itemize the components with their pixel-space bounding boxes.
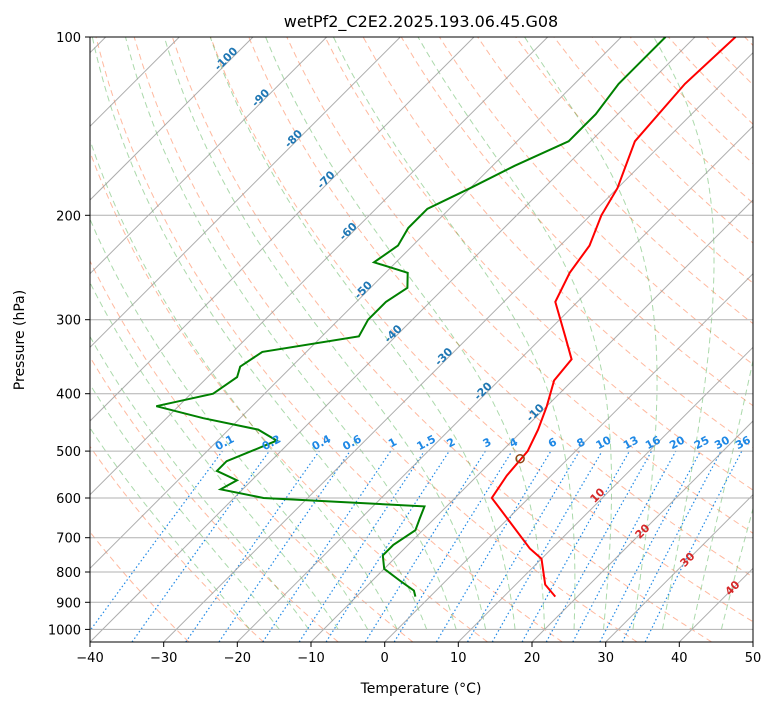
y-tick-label: 1000	[48, 623, 81, 638]
x-axis-label: Temperature (°C)	[360, 681, 482, 697]
x-tick-label: 40	[671, 651, 688, 666]
chart-title: wetPf2_C2E2.2025.193.06.45.G08	[284, 12, 558, 32]
x-tick-label: 10	[450, 651, 467, 666]
y-tick-label: 400	[56, 388, 81, 403]
y-tick-label: 700	[56, 532, 81, 547]
x-tick-label: 20	[524, 651, 541, 666]
x-tick-label: 50	[745, 651, 762, 666]
x-tick-label: 0	[381, 651, 389, 666]
y-tick-label: 600	[56, 492, 81, 507]
y-tick-label: 100	[56, 31, 81, 46]
y-tick-label: 500	[56, 445, 81, 460]
y-tick-label: 800	[56, 566, 81, 581]
x-tick-label: −40	[76, 651, 103, 666]
y-tick-label: 900	[56, 596, 81, 611]
x-tick-label: −10	[297, 651, 324, 666]
y-axis-label: Pressure (hPa)	[12, 290, 28, 390]
x-tick-label: −30	[150, 651, 177, 666]
x-tick-label: −20	[224, 651, 251, 666]
x-tick-label: 30	[597, 651, 614, 666]
y-tick-label: 300	[56, 314, 81, 329]
y-tick-label: 200	[56, 209, 81, 224]
